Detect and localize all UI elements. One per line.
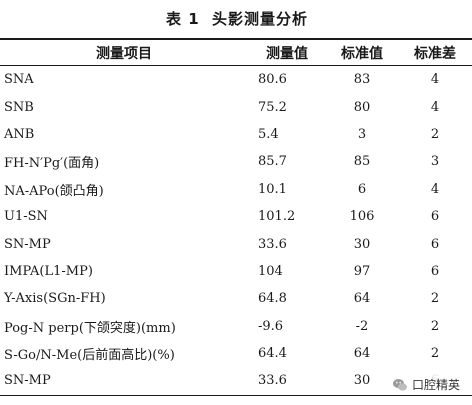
cell-item: Pog-N perp(下颌突度)(mm) — [4, 320, 176, 336]
cell-std-dev: 2 — [430, 291, 440, 307]
cephalometric-table: 测量项目 测量值 标准值 标准差 SNA 80.6 83 4 SNB 75.2 … — [0, 38, 472, 396]
cell-measured: 75.2 — [258, 99, 287, 115]
header-std-dev: 标准差 — [414, 45, 456, 62]
cell-standard: -2 — [355, 318, 369, 334]
cell-standard: 30 — [353, 373, 371, 389]
table-row: SN-MP 33.6 30 6 — [0, 230, 472, 257]
watermark: 口腔精英 — [389, 374, 464, 395]
header-standard: 标准值 — [341, 45, 383, 62]
cell-measured: 5.4 — [258, 126, 279, 142]
cell-item: SNA — [4, 72, 34, 88]
table-row: NA-APo(颌凸角) 10.1 6 4 — [0, 176, 472, 203]
cell-item: ANB — [4, 126, 35, 142]
cell-measured: 85.7 — [258, 154, 287, 170]
cell-std-dev: 3 — [430, 154, 440, 170]
cell-item: Y-Axis(SGn-FH) — [4, 291, 106, 307]
cell-standard: 106 — [349, 209, 375, 225]
table-row: Pog-N perp(下颌突度)(mm) -9.6 -2 2 — [0, 313, 472, 340]
table-row: SNA 80.6 83 4 — [0, 66, 472, 94]
cell-std-dev: 2 — [430, 318, 440, 334]
table-row: ANB 5.4 3 2 — [0, 121, 472, 148]
cell-standard: 83 — [353, 72, 371, 88]
cell-measured: 64.8 — [258, 291, 287, 307]
table-caption: 表 1 头影测量分析 — [0, 8, 472, 29]
cell-standard: 6 — [357, 181, 367, 197]
cell-std-dev: 2 — [430, 346, 440, 362]
wechat-icon — [392, 377, 408, 393]
cell-measured: -9.6 — [258, 318, 284, 334]
cell-std-dev: 6 — [430, 209, 440, 225]
table-title: 头影测量分析 — [211, 10, 308, 28]
cell-std-dev: 4 — [430, 72, 440, 88]
cell-item: S-Go/N-Me(后前面高比)(%) — [4, 348, 175, 364]
cell-standard: 85 — [353, 154, 371, 170]
cell-std-dev: 4 — [430, 181, 440, 197]
table-row: U1-SN 101.2 106 6 — [0, 203, 472, 230]
table-row: Y-Axis(SGn-FH) 64.8 64 2 — [0, 285, 472, 312]
watermark-text: 口腔精英 — [411, 378, 460, 392]
cell-std-dev: 6 — [430, 263, 440, 279]
table-number: 表 1 — [166, 10, 200, 28]
cell-measured: 80.6 — [258, 72, 287, 88]
cell-measured: 33.6 — [258, 236, 287, 252]
cell-measured: 10.1 — [258, 181, 287, 197]
cell-standard: 3 — [357, 126, 367, 142]
cell-standard: 30 — [353, 236, 371, 252]
cell-item: FH-N′Pg′(面角) — [4, 156, 100, 172]
cell-std-dev: 2 — [430, 126, 440, 142]
table-row: IMPA(L1-MP) 104 97 6 — [0, 258, 472, 285]
table-row: S-Go/N-Me(后前面高比)(%) 64.4 64 2 — [0, 340, 472, 367]
cell-measured: 104 — [258, 263, 283, 279]
cell-item: SN-MP — [4, 236, 51, 252]
table-row: SNB 75.2 80 4 — [0, 93, 472, 120]
cell-item: SNB — [4, 99, 34, 115]
cell-item: SN-MP — [4, 373, 51, 389]
cell-standard: 64 — [353, 346, 371, 362]
cell-standard: 64 — [353, 291, 371, 307]
cell-item: NA-APo(颌凸角) — [4, 183, 104, 199]
cell-item: IMPA(L1-MP) — [4, 263, 93, 279]
cell-standard: 97 — [353, 263, 371, 279]
cell-item: U1-SN — [4, 209, 48, 225]
cell-measured: 101.2 — [258, 209, 296, 225]
table-row: FH-N′Pg′(面角) 85.7 85 3 — [0, 148, 472, 175]
cell-measured: 33.6 — [258, 373, 287, 389]
cell-std-dev: 4 — [430, 99, 440, 115]
header-measured: 测量值 — [266, 45, 308, 62]
cell-standard: 80 — [353, 99, 371, 115]
cell-measured: 64.4 — [258, 346, 287, 362]
table-header-row: 测量项目 测量值 标准值 标准差 — [0, 39, 472, 66]
header-item: 测量项目 — [96, 45, 152, 62]
cell-std-dev: 6 — [430, 236, 440, 252]
